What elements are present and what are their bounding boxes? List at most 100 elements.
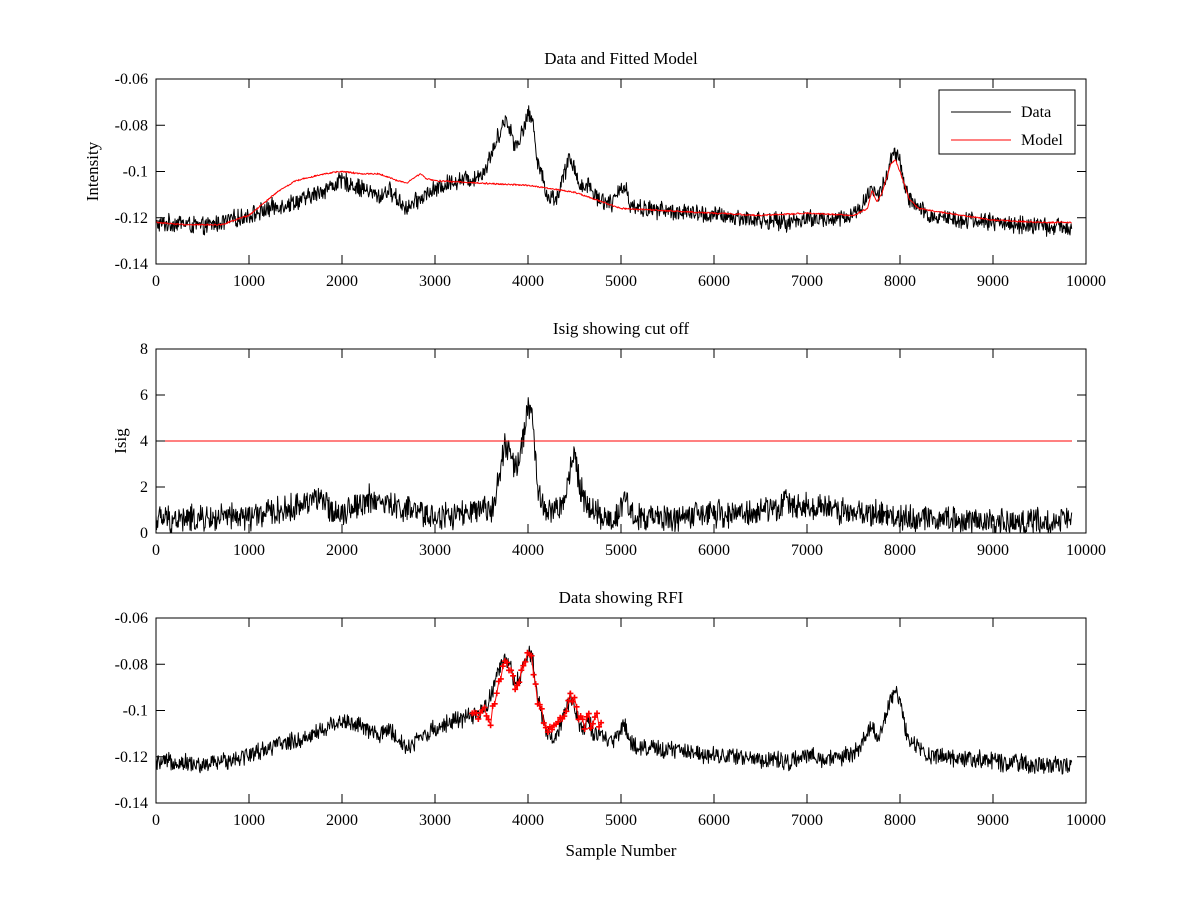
y-tick-label: -0.1: [123, 703, 148, 720]
rfi-marker: [569, 698, 576, 705]
x-tick-label: 8000: [884, 812, 916, 829]
rfi-marker: [520, 662, 527, 669]
axes-top-background: [156, 79, 1086, 264]
rfi-marker: [497, 675, 504, 682]
legend-box: [938, 89, 1076, 155]
x-tick-label: 4000: [512, 542, 544, 559]
rfi-marker: [536, 701, 543, 708]
rfi-marker: [571, 694, 578, 701]
rfi-marker: [483, 712, 490, 719]
series-isig-line: [155, 397, 1073, 534]
rfi-marker: [563, 708, 570, 715]
rfi-marker: [475, 715, 482, 722]
axes-middle-title: Isig showing cut off: [553, 319, 689, 338]
y-tick-label: -0.08: [115, 117, 148, 134]
x-tick-label: 7000: [791, 812, 823, 829]
series-rfi-line: [472, 652, 602, 733]
x-tick-label: 3000: [419, 542, 451, 559]
x-tick-label: 9000: [977, 273, 1009, 290]
axes-middle-ticks: 0 1000 2000 3000 4000 5000 6000 7000 8000 9000 100…: [140, 341, 1106, 559]
rfi-marker: [499, 663, 506, 670]
y-tick-label: -0.14: [115, 795, 148, 812]
x-tick-label: 6000: [698, 542, 730, 559]
rfi-marker: [514, 682, 521, 689]
x-tick-label: 6000: [698, 812, 730, 829]
y-tick-label: -0.06: [115, 71, 148, 88]
axes-top-title: Data and Fitted Model: [544, 49, 698, 68]
x-tick-label: 10000: [1066, 542, 1106, 559]
axes-bottom-title: Data showing RFI: [559, 588, 684, 607]
rfi-marker: [503, 659, 510, 666]
axes-top-series: [155, 105, 1073, 237]
axes-top: 0 1000 2000 3000 4000 5000 6000 7000 8000 9000 100…: [83, 49, 1106, 290]
rfi-marker: [512, 686, 519, 693]
rfi-marker: [585, 710, 592, 717]
x-tick-label: 8000: [884, 542, 916, 559]
rfi-marker: [485, 716, 492, 723]
x-tick-label: 3000: [419, 812, 451, 829]
x-tick-label: 1000: [233, 812, 265, 829]
rfi-marker: [581, 725, 588, 732]
rfi-marker: [510, 672, 517, 679]
axes-bottom-ticks: 0 1000 2000 3000 4000 5000 6000 7000 8000 9000 100…: [115, 610, 1106, 829]
rfi-marker: [573, 703, 580, 710]
x-tick-label: 5000: [605, 542, 637, 559]
x-tick-label: 1000: [233, 542, 265, 559]
rfi-marker: [518, 667, 525, 674]
y-tick-label: 4: [140, 433, 148, 450]
series-data: [155, 645, 1073, 775]
x-tick-label: 1000: [233, 273, 265, 290]
x-tick-label: 4000: [512, 812, 544, 829]
y-tick-label: -0.08: [115, 656, 148, 673]
y-tick-label: -0.12: [115, 749, 148, 766]
rfi-marker: [508, 667, 515, 674]
x-tick-label: 4000: [512, 273, 544, 290]
x-tick-label: 6000: [698, 273, 730, 290]
rfi-marker: [598, 719, 605, 726]
series-model: [155, 159, 1072, 226]
rfi-marker: [528, 652, 535, 659]
rfi-marker: [516, 679, 523, 686]
axes-middle-series: [155, 397, 1073, 534]
rfi-marker: [491, 700, 498, 707]
rfi-marker: [538, 705, 545, 712]
x-tick-label: 9000: [977, 812, 1009, 829]
x-tick-label: 2000: [326, 273, 358, 290]
rfi-marker: [532, 681, 539, 688]
x-tick-label: 8000: [884, 273, 916, 290]
axes-bottom-series: [155, 645, 1073, 775]
x-tick-label: 10000: [1066, 273, 1106, 290]
y-tick-label: -0.14: [115, 256, 148, 273]
y-tick-label: -0.06: [115, 610, 148, 627]
x-tick-label: 0: [152, 542, 160, 559]
axes-bottom-background: [156, 618, 1086, 803]
rfi-marker: [561, 713, 568, 720]
y-tick-label: 8: [140, 341, 148, 358]
x-tick-label: 2000: [326, 542, 358, 559]
axes-bottom-xlabel: Sample Number: [566, 841, 677, 860]
rfi-marker: [577, 713, 584, 720]
rfi-marker: [596, 723, 603, 730]
y-tick-label: -0.12: [115, 210, 148, 227]
rfi-marker: [487, 722, 494, 729]
axes-top-ylabel: Intensity: [83, 141, 102, 201]
x-tick-label: 10000: [1066, 812, 1106, 829]
y-tick-label: 0: [140, 525, 148, 542]
series-rfi: [469, 649, 605, 736]
legend-data-label: Data: [1021, 104, 1051, 121]
rfi-marker: [548, 726, 555, 733]
rfi-marker: [544, 729, 551, 736]
x-tick-label: 7000: [791, 273, 823, 290]
y-tick-label: -0.1: [123, 164, 148, 181]
rfi-marker: [594, 710, 601, 717]
rfi-marker: [589, 720, 596, 727]
rfi-marker: [540, 719, 547, 726]
rfi-marker: [579, 716, 586, 723]
rfi-marker: [555, 718, 562, 725]
rfi-marker: [481, 704, 488, 711]
series-data-line: [155, 645, 1073, 775]
x-tick-label: 7000: [791, 542, 823, 559]
series-model-line: [155, 159, 1072, 226]
x-tick-label: 0: [152, 273, 160, 290]
